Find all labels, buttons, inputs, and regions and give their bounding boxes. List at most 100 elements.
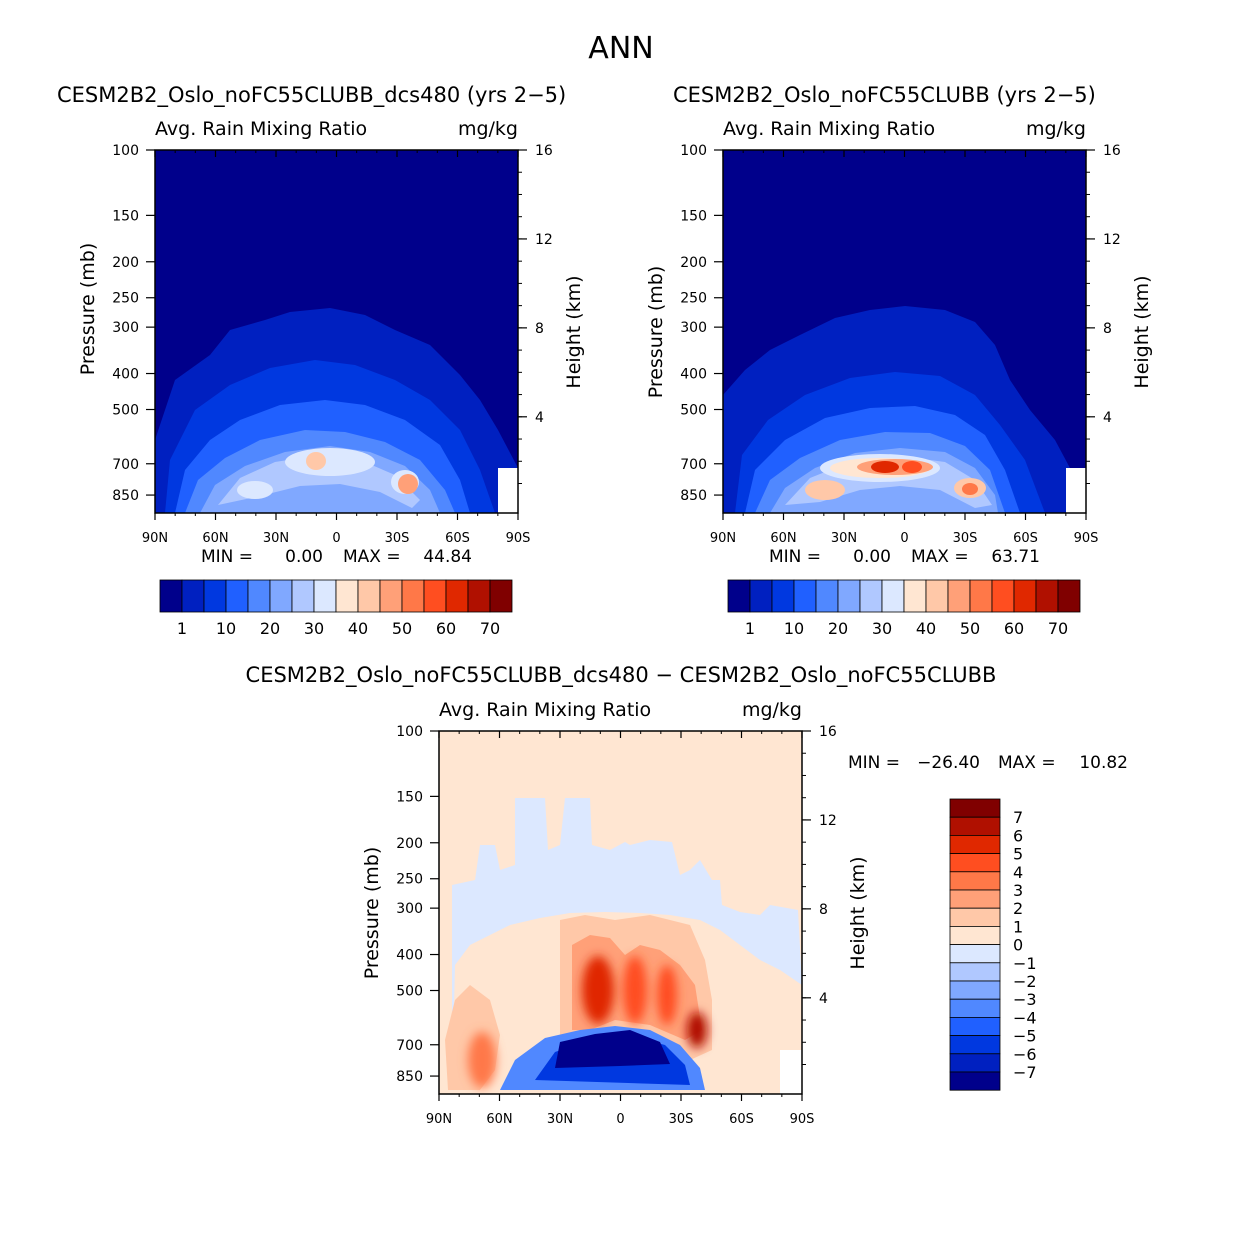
panel-3-colorbar-box [949, 816, 1001, 836]
panel-1-xtick-label: 90N [142, 531, 168, 546]
panel-3-y2tick-label: 12 [819, 813, 837, 829]
panel-1-min-value: 0.00 [285, 547, 323, 567]
panel-1-colorbar-label: 20 [260, 619, 280, 638]
panel-2-colorbar-box [749, 579, 773, 613]
panel-1-min-label: MIN = [201, 547, 253, 567]
panel-1-variable: Avg. Rain Mixing Ratio [155, 118, 367, 140]
panel-3-colorbar-box [949, 944, 1001, 964]
panel-3-colorbar-label: −5 [1013, 1027, 1037, 1046]
figure-title: ANN [588, 31, 653, 66]
panel-1-colorbar-box [489, 579, 513, 613]
panel-3-xtick-label: 90N [426, 1112, 452, 1127]
panel-2-xtick-label: 90S [1074, 531, 1099, 546]
panel-2-missing-data [1066, 468, 1086, 513]
panel-1-ylabel2: Height (km) [563, 275, 585, 388]
panel-3-y2tick-label: 8 [819, 902, 828, 918]
panel-2-plot-area [723, 150, 1086, 513]
panel-3-negative-region-1 [452, 798, 802, 1094]
panel-3-ylabel: Pressure (mb) [361, 847, 383, 980]
panel-3-positive-core-2 [623, 956, 647, 1024]
panel-2-colorbar-box [947, 579, 971, 613]
panel-2-colorbar-box [837, 579, 861, 613]
panel-3-ytick-label: 850 [396, 1069, 423, 1085]
panel-1-xtick-label: 60S [445, 531, 470, 546]
panel-1-colorbar-label: 60 [436, 619, 456, 638]
panel-3-colorbar-label: 0 [1013, 936, 1023, 955]
panel-2-min-label: MIN = [769, 547, 821, 567]
panel-1-ytick-label: 850 [112, 488, 139, 504]
panel-1-y2tick-label: 12 [535, 232, 553, 248]
panel-2-ytick-label: 400 [680, 367, 707, 383]
panel-2: CESM2B2_Oslo_noFC55CLUBB (yrs 2−5) Avg. … [645, 83, 1153, 638]
panel-2-ytick-label: 150 [680, 208, 707, 224]
panel-2-axes: 90N 60N 30N 0 30S 60S 90S 100 150 200 250 300 400 500… [680, 143, 1121, 546]
panel-2-ytick-label: 100 [680, 143, 707, 159]
panel-1-missing-data [498, 468, 518, 513]
panel-1-hotspot-2 [398, 474, 418, 494]
panel-1-colorbar-box [269, 579, 293, 613]
panel-1-colorbar-box [159, 579, 183, 613]
panel-2-colorbar-box [815, 579, 839, 613]
panel-1: CESM2B2_Oslo_noFC55CLUBB_dcs480 (yrs 2−5… [57, 83, 585, 638]
panel-2-colorbar-label: 20 [828, 619, 848, 638]
panel-1-colorbar-box [225, 579, 249, 613]
panel-1-colorbar-label: 10 [216, 619, 236, 638]
panel-3-colorbar-label: 1 [1013, 917, 1023, 936]
panel-3-xtick-label: 90S [790, 1112, 815, 1127]
panel-3-y2tick-label: 4 [819, 991, 828, 1007]
panel-3-title: CESM2B2_Oslo_noFC55CLUBB_dcs480 − CESM2B… [246, 663, 997, 688]
panel-3-colorbar-box [949, 926, 1001, 946]
panel-3-colorbar-box [949, 798, 1001, 818]
panel-1-units: mg/kg [458, 118, 518, 140]
panel-2-xtick-label: 60S [1013, 531, 1038, 546]
panel-3-colorbar-box [949, 998, 1001, 1018]
panel-1-colorbar-box [335, 579, 359, 613]
panel-3-ytick-label: 500 [396, 984, 423, 1000]
panel-3-xtick-label: 60N [486, 1112, 512, 1127]
panel-1-colorbar-box [203, 579, 227, 613]
panel-3-colorbar-label: −6 [1013, 1045, 1037, 1064]
panel-3-ylabel2: Height (km) [847, 856, 869, 969]
panel-2-colorbar-box [881, 579, 905, 613]
panel-2-colorbar-label: 40 [916, 619, 936, 638]
panel-1-hotspot-1 [306, 452, 326, 470]
panel-3-colorbar-label: 4 [1013, 863, 1023, 882]
panel-1-colorbar-label: 70 [480, 619, 500, 638]
panel-3-colorbar-box [949, 1017, 1001, 1037]
panel-1-ytick-label: 200 [112, 255, 139, 271]
panel-1-y2tick-label: 16 [535, 143, 553, 159]
panel-2-max-value: 63.71 [991, 547, 1040, 567]
panel-1-xtick-label: 30N [263, 531, 289, 546]
panel-3-xtick-label: 30S [669, 1112, 694, 1127]
panel-3-positive-core-4 [687, 1012, 707, 1048]
panel-2-xtick-label: 30N [831, 531, 857, 546]
panel-3-ytick-label: 150 [396, 789, 423, 805]
panel-2-ytick-label: 500 [680, 403, 707, 419]
panel-3-missing-data [780, 1050, 802, 1094]
panel-2-colorbar-label: 70 [1048, 619, 1068, 638]
panel-3-min-label: MIN = [848, 753, 900, 773]
panel-1-ytick-label: 250 [112, 291, 139, 307]
panel-2-colorbar-box [903, 579, 927, 613]
panel-3-ytick-label: 100 [396, 724, 423, 740]
panel-1-ytick-label: 300 [112, 320, 139, 336]
panel-3-units: mg/kg [742, 699, 802, 721]
panel-2-hotspot-3 [962, 483, 978, 495]
panel-2-colorbar-box [771, 579, 795, 613]
panel-3-max-label: MAX = [998, 753, 1056, 773]
panel-1-contour-level-8b [237, 481, 273, 499]
panel-1-colorbar-label: 40 [348, 619, 368, 638]
panel-1-colorbar-box [423, 579, 447, 613]
panel-2-y2tick-label: 12 [1103, 232, 1121, 248]
panel-3-colorbar-label: 6 [1013, 826, 1023, 845]
panel-3-xtick-label: 60S [729, 1112, 754, 1127]
panel-2-xtick-label: 90N [710, 531, 736, 546]
panel-1-ytick-label: 400 [112, 367, 139, 383]
panel-1-y2tick-label: 4 [535, 410, 544, 426]
panel-3-positive-core-3 [657, 965, 677, 1025]
panel-1-colorbar-box [291, 579, 315, 613]
panel-2-colorbar-label: 60 [1004, 619, 1024, 638]
panel-3-colorbar-label: −2 [1013, 972, 1037, 991]
panel-1-title: CESM2B2_Oslo_noFC55CLUBB_dcs480 (yrs 2−5… [57, 83, 566, 108]
